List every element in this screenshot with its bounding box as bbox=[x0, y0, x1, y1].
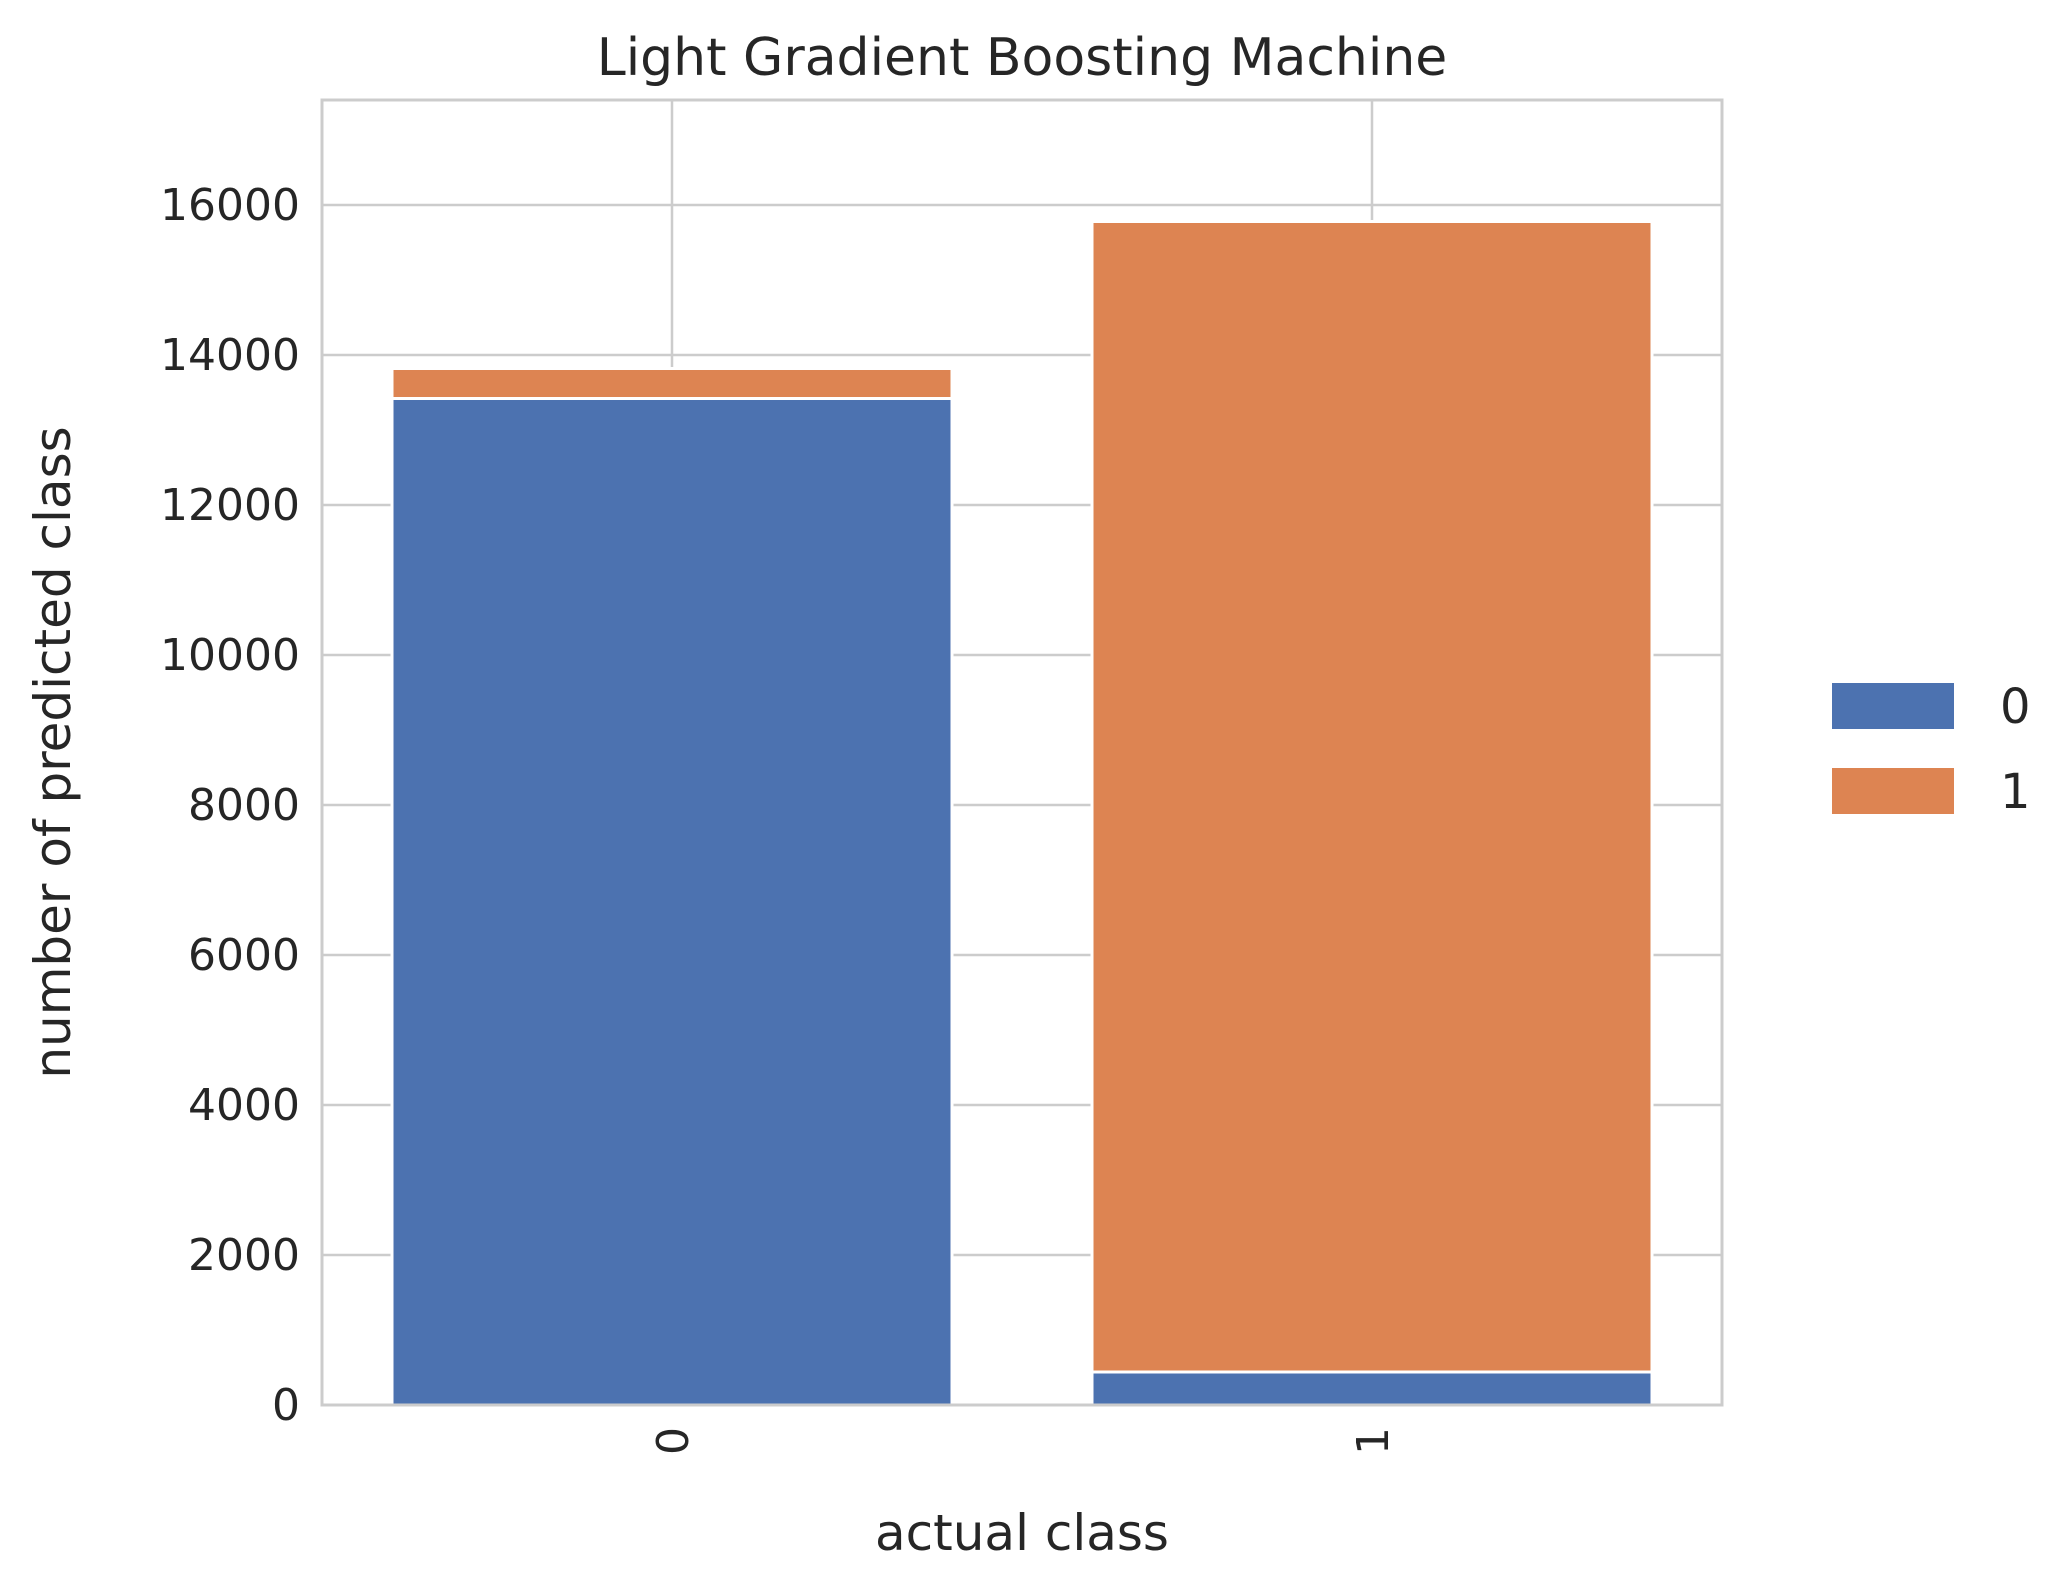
bars bbox=[390, 220, 1654, 1407]
y-tick-label: 10000 bbox=[160, 630, 300, 681]
legend-swatch bbox=[1832, 683, 1954, 729]
bar-actual-0-predicted-0 bbox=[390, 397, 954, 1407]
y-tick-label: 4000 bbox=[188, 1080, 300, 1131]
x-tick-label: 0 bbox=[648, 1427, 699, 1455]
legend-label: 0 bbox=[2000, 679, 2031, 735]
y-tick-label: 12000 bbox=[160, 480, 300, 531]
y-tick-label: 8000 bbox=[188, 780, 300, 831]
x-axis-label: actual class bbox=[875, 1504, 1169, 1562]
y-tick-label: 6000 bbox=[188, 930, 300, 981]
x-tick-label: 1 bbox=[1348, 1427, 1399, 1455]
plot-frame bbox=[320, 98, 1724, 1407]
y-axis-label: number of predicted class bbox=[24, 426, 82, 1078]
y-axis-ticks: 0 2000 4000 6000 8000 10000 12000 14000 16000 bbox=[160, 180, 300, 1431]
bar-actual-1-predicted-1 bbox=[1090, 220, 1654, 1374]
y-tick-label: 14000 bbox=[160, 330, 300, 381]
chart-title: Light Gradient Boosting Machine bbox=[597, 28, 1448, 88]
y-tick-label: 16000 bbox=[160, 180, 300, 231]
legend-label: 1 bbox=[2000, 764, 2031, 820]
y-tick-label: 0 bbox=[272, 1380, 300, 1431]
bar-actual-1-predicted-0 bbox=[1090, 1370, 1654, 1407]
legend-swatch bbox=[1832, 768, 1954, 814]
y-tick-label: 2000 bbox=[188, 1230, 300, 1281]
legend: 01 bbox=[1832, 679, 2031, 820]
bar-actual-0-predicted-1 bbox=[390, 367, 954, 400]
